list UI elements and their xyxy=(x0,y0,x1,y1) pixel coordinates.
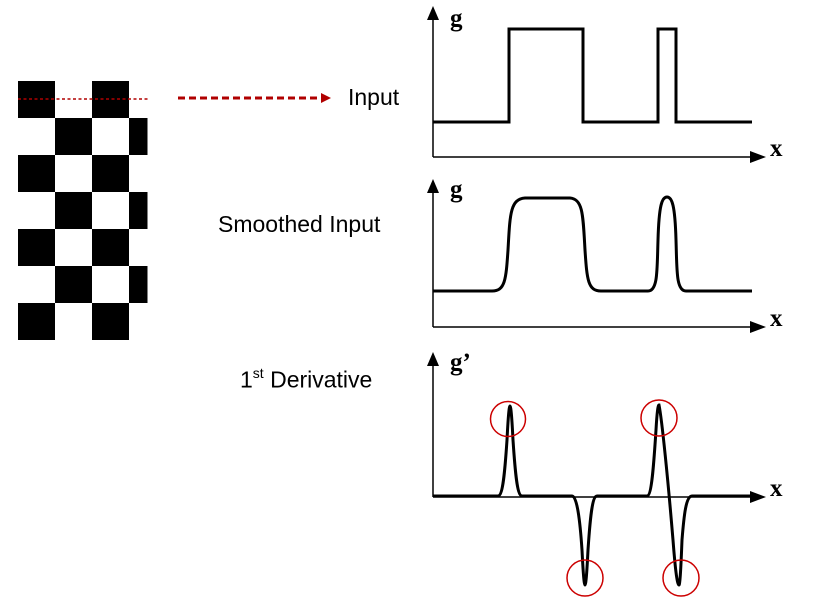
first-derivative-label: 1st Derivative xyxy=(240,365,373,393)
extremum-circle-1 xyxy=(489,400,527,438)
checker-square xyxy=(18,155,55,192)
checker-square xyxy=(92,155,129,192)
derivative-label-number: 1 xyxy=(240,366,253,393)
input-arrow-head xyxy=(321,93,331,103)
smoothed-signal-curve xyxy=(433,195,752,293)
derivative-x-arrow xyxy=(750,491,766,503)
extremum-circle-3 xyxy=(640,399,678,437)
input-x-axis-label: x xyxy=(770,135,783,162)
checker-square xyxy=(92,303,129,340)
derivative-x-axis-label: x xyxy=(770,475,783,502)
input-signal-curve xyxy=(433,27,752,124)
checker-square xyxy=(18,229,55,266)
checkerboard-pattern xyxy=(18,81,148,340)
derivative-y-arrow xyxy=(427,352,439,366)
checker-square xyxy=(55,266,92,303)
checker-square xyxy=(129,192,148,229)
derivative-label-text: Derivative xyxy=(263,366,373,393)
derivative-plot xyxy=(427,352,766,597)
input-y-arrow xyxy=(427,6,439,20)
checker-square xyxy=(55,192,92,229)
checker-square xyxy=(18,303,55,340)
smoothed-x-axis-label: x xyxy=(770,305,783,332)
derivative-g-prime-axis-label: g’ xyxy=(450,349,471,376)
smoothed-y-arrow xyxy=(427,179,439,193)
smoothed-input-label: Smoothed Input xyxy=(218,211,381,237)
extremum-circle-2 xyxy=(566,559,604,597)
checker-square xyxy=(92,229,129,266)
smoothed-x-arrow xyxy=(750,321,766,333)
smoothed-plot xyxy=(427,179,766,333)
derivative-label-ordinal: st xyxy=(252,365,264,381)
checker-square xyxy=(129,266,148,303)
input-plot xyxy=(427,6,766,163)
checker-square xyxy=(55,118,92,155)
checker-square xyxy=(129,118,148,155)
input-g-axis-label: g xyxy=(450,5,463,32)
smoothed-g-axis-label: g xyxy=(450,176,463,203)
input-x-arrow xyxy=(750,151,766,163)
extremum-circle-4 xyxy=(662,559,700,597)
input-label: Input xyxy=(348,84,400,110)
derivative-signal-curve xyxy=(433,403,752,587)
